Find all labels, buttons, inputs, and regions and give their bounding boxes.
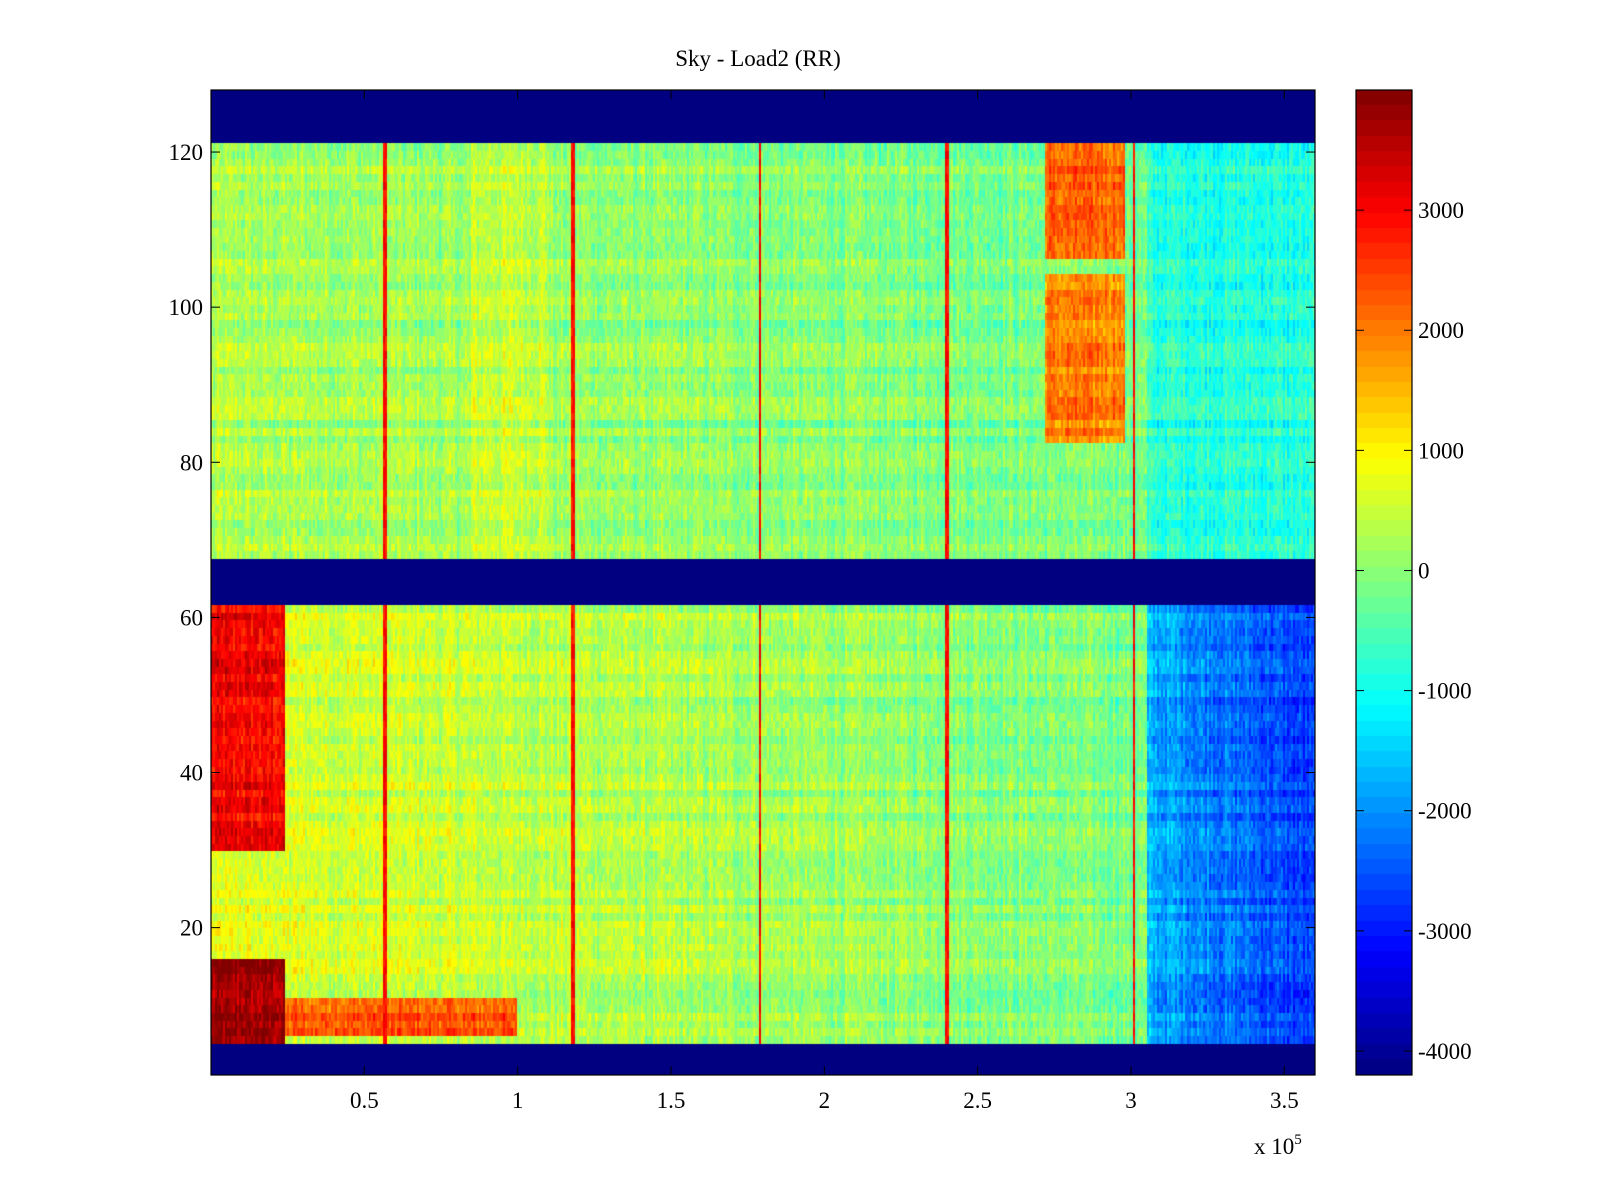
x-tick-label: 0.5 bbox=[350, 1088, 379, 1113]
colorbar-tick-label: 3000 bbox=[1418, 198, 1464, 223]
colorbar-tick-label: 0 bbox=[1418, 558, 1430, 583]
y-tick-label: 60 bbox=[180, 605, 203, 630]
colorbar-tick-label: -4000 bbox=[1418, 1039, 1472, 1064]
x-exponent-base: x 10 bbox=[1254, 1134, 1294, 1159]
y-tick-label: 120 bbox=[169, 140, 204, 165]
x-tick-label: 3.5 bbox=[1270, 1088, 1299, 1113]
x-tick-label: 1.5 bbox=[657, 1088, 686, 1113]
colorbar-tick-label: -3000 bbox=[1418, 919, 1472, 944]
colorbar-tick-label: 2000 bbox=[1418, 318, 1464, 343]
x-exponent-label: x 105 bbox=[1254, 1132, 1302, 1159]
colorbar-gradient bbox=[1356, 90, 1412, 1075]
y-tick-label: 40 bbox=[180, 761, 203, 786]
x-exponent-power: 5 bbox=[1294, 1132, 1302, 1148]
chart-title: Sky - Load2 (RR) bbox=[675, 46, 840, 71]
y-tick-label: 20 bbox=[180, 916, 203, 941]
x-tick-label: 2.5 bbox=[963, 1088, 992, 1113]
y-tick-label: 100 bbox=[169, 295, 204, 320]
colorbar-tick-label: 1000 bbox=[1418, 438, 1464, 463]
y-tick-label: 80 bbox=[180, 450, 203, 475]
x-tick-label: 2 bbox=[819, 1088, 831, 1113]
x-tick-label: 1 bbox=[512, 1088, 524, 1113]
colorbar-tick-label: -2000 bbox=[1418, 799, 1472, 824]
colorbar-tick-label: -1000 bbox=[1418, 679, 1472, 704]
x-tick-label: 3 bbox=[1125, 1088, 1137, 1113]
heatmap-image bbox=[211, 90, 1315, 1075]
